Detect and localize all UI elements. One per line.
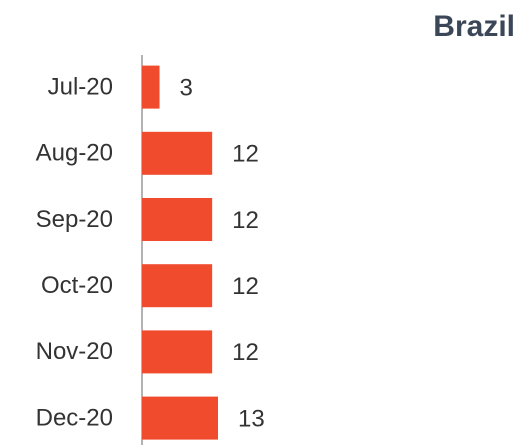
bar — [142, 264, 213, 308]
value-label: 12 — [232, 273, 259, 300]
bar — [142, 131, 213, 175]
value-label: 3 — [180, 74, 193, 101]
chart-title: Brazil — [433, 10, 515, 43]
category-label: Aug-20 — [36, 140, 113, 167]
value-label: 12 — [232, 141, 259, 168]
category-label: Sep-20 — [36, 206, 113, 233]
value-label: 12 — [232, 207, 259, 234]
value-label: 12 — [232, 339, 259, 366]
bar — [142, 198, 213, 241]
category-label: Dec-20 — [36, 404, 113, 431]
bar — [142, 396, 218, 440]
category-label: Nov-20 — [36, 338, 113, 365]
category-label: Jul-20 — [48, 73, 113, 100]
bar — [142, 65, 160, 109]
value-label: 13 — [238, 405, 265, 432]
bar — [142, 330, 213, 374]
category-label: Oct-20 — [41, 272, 113, 299]
